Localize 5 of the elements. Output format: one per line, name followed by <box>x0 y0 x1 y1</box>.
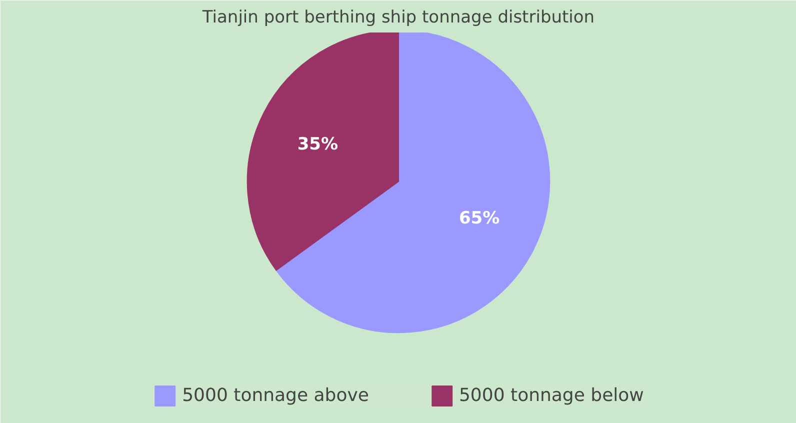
chart-title: Tianjin port berthing ship tonnage distribution <box>201 8 595 28</box>
legend-label: 5000 tonnage above <box>182 385 369 406</box>
legend-label: 5000 tonnage below <box>458 385 644 406</box>
data-label: 65% <box>458 208 500 228</box>
data-label: 35% <box>297 134 338 155</box>
